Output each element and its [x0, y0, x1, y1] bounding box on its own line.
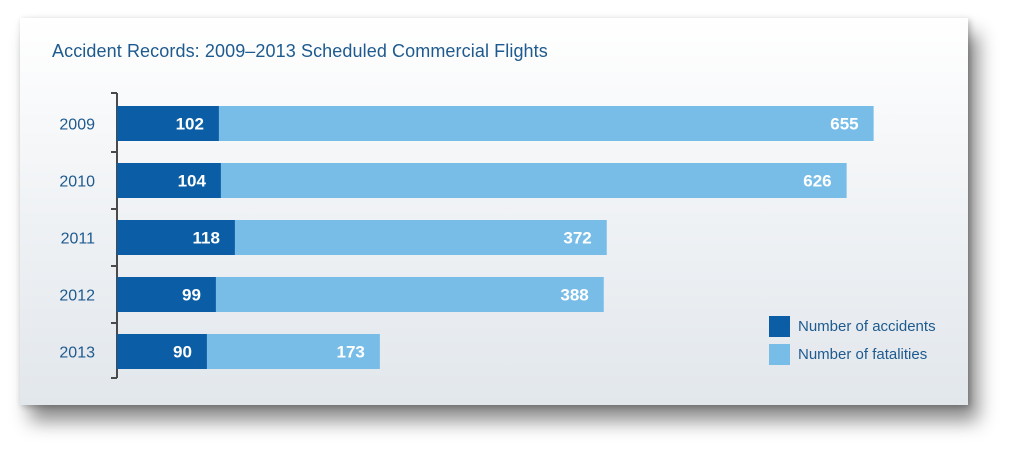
data-label-fatalities: 626	[803, 172, 831, 191]
data-label-accidents: 90	[173, 343, 192, 362]
chart-card: Accident Records: 2009–2013 Scheduled Co…	[20, 18, 968, 405]
data-label-accidents: 104	[178, 172, 207, 191]
bar-accidents	[117, 220, 235, 255]
bar-fatalities	[220, 163, 847, 198]
legend-item-accidents: Number of accidents	[769, 316, 936, 337]
bar-fatalities	[234, 220, 607, 255]
y-tick-label: 2010	[59, 174, 95, 191]
bar-fatalities	[215, 277, 604, 312]
bar-accidents	[117, 163, 221, 198]
y-tick-label: 2009	[59, 117, 95, 134]
legend-swatch-accidents	[769, 316, 790, 337]
data-label-accidents: 99	[182, 286, 201, 305]
y-tick-label: 2011	[61, 231, 96, 248]
legend-label-accidents: Number of accidents	[798, 318, 936, 335]
data-label-accidents: 102	[176, 115, 204, 134]
bar-fatalities	[218, 106, 874, 141]
chart-title: Accident Records: 2009–2013 Scheduled Co…	[52, 41, 548, 61]
data-label-fatalities: 388	[560, 286, 588, 305]
data-label-fatalities: 173	[336, 343, 364, 362]
data-label-fatalities: 372	[563, 229, 591, 248]
bar-fatalities	[206, 334, 380, 369]
y-tick-label: 2012	[59, 288, 95, 305]
legend-item-fatalities: Number of fatalities	[769, 344, 936, 365]
bar-accidents	[117, 277, 216, 312]
legend-swatch-fatalities	[769, 344, 790, 365]
data-label-fatalities: 655	[830, 115, 858, 134]
data-label-accidents: 118	[193, 229, 220, 248]
legend: Number of accidents Number of fatalities	[769, 316, 936, 372]
stacked-bar-chart: 2009 102 655 2010 104 626 2011 118 372 2012 99 388 2…	[59, 92, 874, 379]
y-tick-label: 2013	[59, 345, 95, 362]
bar-accidents	[117, 334, 207, 369]
legend-label-fatalities: Number of fatalities	[798, 346, 928, 363]
bar-accidents	[117, 106, 219, 141]
